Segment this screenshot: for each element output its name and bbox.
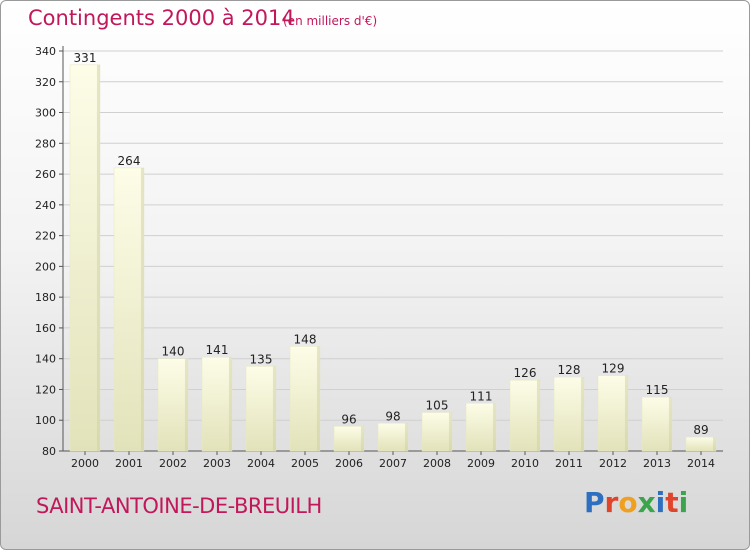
y-tick-label: 140 xyxy=(35,353,56,366)
bar-shade-2007 xyxy=(404,423,408,451)
value-label-2001: 264 xyxy=(118,154,141,168)
x-tick-label-2010: 2010 xyxy=(511,457,539,470)
value-labels: 331 264 140 141 135 148 96 98 105 111 126 128 129 115… xyxy=(74,51,709,437)
x-tick-label-2013: 2013 xyxy=(643,457,671,470)
y-tick-label: 260 xyxy=(35,168,56,181)
x-tick-labels: 2000 2001 2002 2003 2004 2005 2006 2007 2008 2009… xyxy=(71,457,715,470)
x-tick-label-2004: 2004 xyxy=(247,457,275,470)
bar-shade-2014 xyxy=(712,437,716,451)
value-label-2006: 96 xyxy=(341,412,356,426)
bar-shade-2009 xyxy=(492,403,496,451)
y-tick-label: 80 xyxy=(42,445,56,458)
brand-logo: Proxiti xyxy=(584,486,688,519)
value-label-2011: 128 xyxy=(558,363,581,377)
value-label-2012: 129 xyxy=(602,362,625,376)
x-tick-label-2011: 2011 xyxy=(555,457,583,470)
y-tick-label: 240 xyxy=(35,199,56,212)
x-tick-label-2001: 2001 xyxy=(115,457,143,470)
y-tick-label: 340 xyxy=(35,45,56,58)
bar-shade-2013 xyxy=(668,397,672,451)
x-tick-label-2005: 2005 xyxy=(291,457,319,470)
brand-letter: r xyxy=(604,486,619,519)
y-tick-label: 320 xyxy=(35,76,56,89)
y-tick-label: 180 xyxy=(35,291,56,304)
y-tick-labels: 80 100 120 140 160 180 200 220 240 260 280 300 320 34… xyxy=(35,45,56,458)
value-label-2009: 111 xyxy=(470,389,493,403)
bar-2003 xyxy=(201,356,233,452)
value-label-2014: 89 xyxy=(693,423,708,437)
x-tick-label-2008: 2008 xyxy=(423,457,451,470)
brand-letter: o xyxy=(618,486,638,519)
bar-2007 xyxy=(377,423,409,452)
value-label-2007: 98 xyxy=(385,409,400,423)
y-tick-label: 100 xyxy=(35,414,56,427)
bar-2013 xyxy=(641,396,673,452)
bar-shade-2001 xyxy=(140,167,144,451)
bar-2008 xyxy=(421,412,453,452)
brand-letter: P xyxy=(584,486,605,519)
x-tick-label-2007: 2007 xyxy=(379,457,407,470)
bar-2002 xyxy=(157,358,189,452)
bar-2012 xyxy=(597,375,629,452)
bar-shade-2003 xyxy=(228,357,232,451)
bar-shade-2010 xyxy=(536,380,540,451)
value-label-2002: 140 xyxy=(162,345,185,359)
bar-shade-2004 xyxy=(272,366,276,451)
brand-letter: i xyxy=(655,486,666,519)
x-tick-label-2009: 2009 xyxy=(467,457,495,470)
y-tick-label: 220 xyxy=(35,230,56,243)
value-label-2004: 135 xyxy=(250,352,273,366)
bar-shade-2002 xyxy=(184,358,188,451)
value-label-2010: 126 xyxy=(514,366,537,380)
bar-2011 xyxy=(553,376,585,452)
chart-subtitle: (en milliers d'€) xyxy=(283,14,378,28)
bar-shade-2012 xyxy=(624,375,628,451)
y-tick-label: 120 xyxy=(35,383,56,396)
brand-letter: i xyxy=(678,486,689,519)
x-tick-label-2006: 2006 xyxy=(335,457,363,470)
bar-2001 xyxy=(113,167,145,452)
bar-2004 xyxy=(245,366,277,452)
bar-shade-2011 xyxy=(580,377,584,451)
location-label: SAINT-ANTOINE-DE-BREUILH xyxy=(36,494,322,518)
x-tick-label-2012: 2012 xyxy=(599,457,627,470)
value-label-2003: 141 xyxy=(206,343,229,357)
value-label-2008: 105 xyxy=(426,399,449,413)
y-tick-label: 300 xyxy=(35,107,56,120)
y-tick-label: 200 xyxy=(35,260,56,273)
bar-shade-2008 xyxy=(448,412,452,451)
bar-2009 xyxy=(465,403,497,452)
bars xyxy=(69,64,717,452)
bar-shade-2006 xyxy=(360,426,364,451)
value-label-2000: 331 xyxy=(74,51,97,65)
bar-2010 xyxy=(509,379,541,452)
y-tick-label: 160 xyxy=(35,322,56,335)
x-tick-label-2002: 2002 xyxy=(159,457,187,470)
x-tick-label-2003: 2003 xyxy=(203,457,231,470)
y-tick-label: 280 xyxy=(35,137,56,150)
x-tick-label-2000: 2000 xyxy=(71,457,99,470)
value-label-2013: 115 xyxy=(646,383,669,397)
bar-2014 xyxy=(685,436,717,452)
bar-2006 xyxy=(333,426,365,452)
bar-2005 xyxy=(289,346,321,452)
value-label-2005: 148 xyxy=(294,332,317,346)
chart-title: Contingents 2000 à 2014 xyxy=(28,6,295,30)
brand-letter: t xyxy=(665,486,679,519)
bar-2000 xyxy=(69,64,101,452)
brand-letter: x xyxy=(637,486,656,519)
x-tick-label-2014: 2014 xyxy=(687,457,715,470)
bar-shade-2005 xyxy=(316,346,320,451)
bar-shade-2000 xyxy=(96,64,100,451)
